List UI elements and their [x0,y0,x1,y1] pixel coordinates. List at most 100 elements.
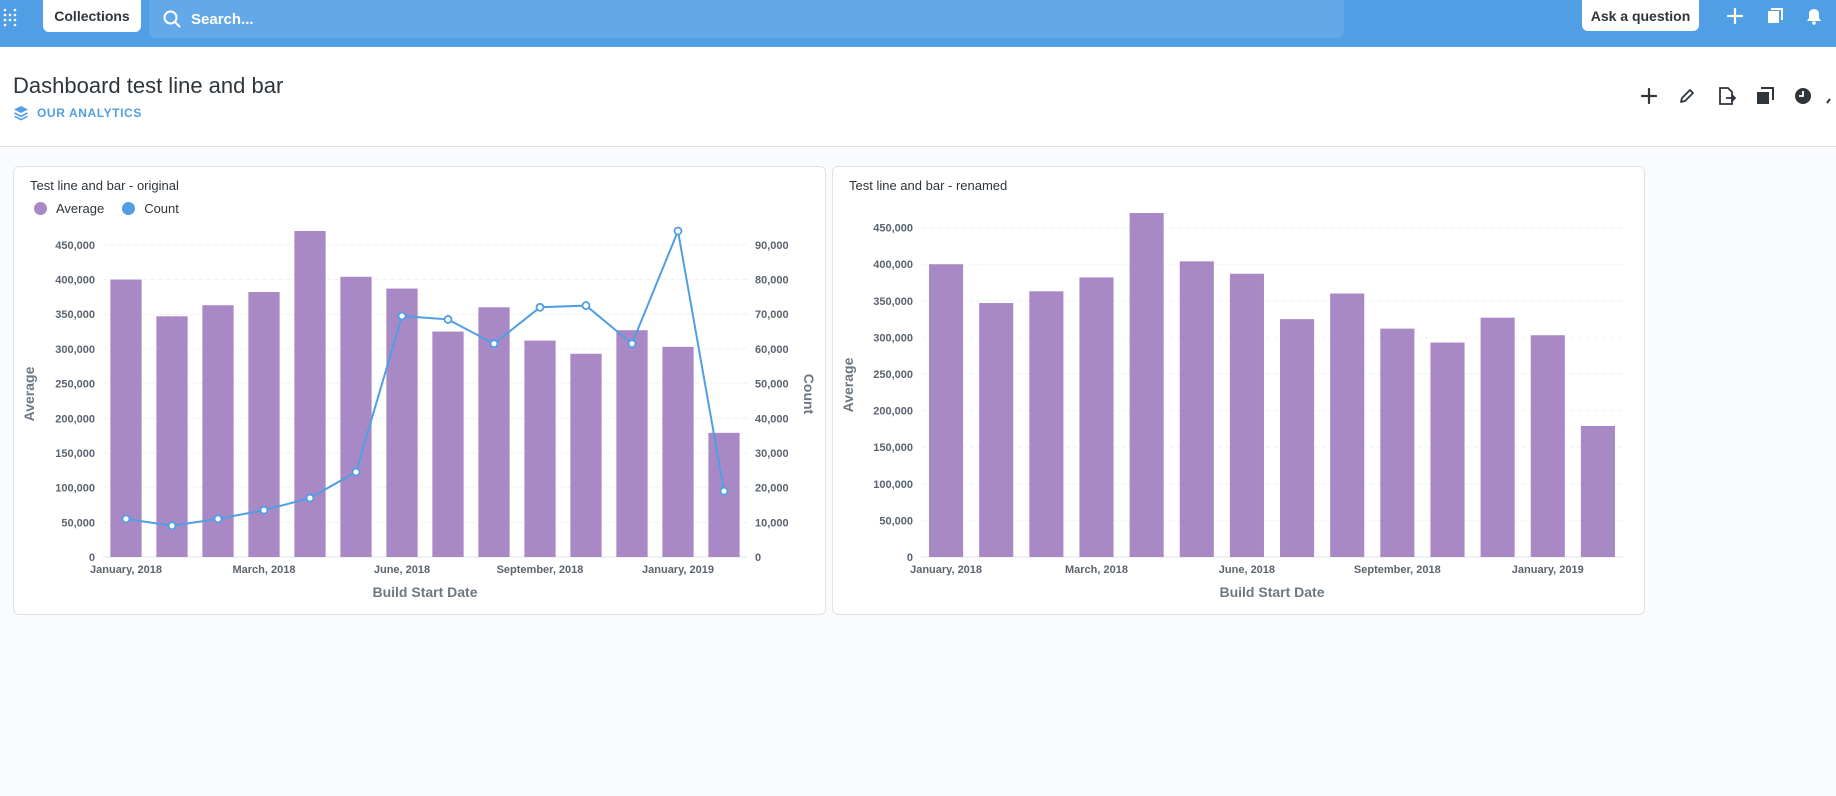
dashcard-renamed[interactable]: Test line and bar - renamed 0 50,000 100,0… [832,166,1645,615]
combo-chart: 0 50,000 100,000 150,000 200,000 250,000 300,0… [21,226,817,600]
x-tick-label: January, 2018 [90,564,162,576]
dashboard-header: Dashboard test line and bar OUR ANALYTIC… [0,47,1836,147]
card-title[interactable]: Test line and bar - renamed [849,178,1008,193]
y2-tick-label: 60,000 [755,344,789,356]
bar [340,276,372,557]
y-tick-label: 300,000 [55,344,95,356]
bar [1179,261,1214,557]
y2-tick-label: 40,000 [755,413,789,425]
top-nav: Collections Ask a question [0,0,1836,47]
count-line [125,227,725,527]
legend-label: Average [56,201,105,216]
bar [1430,342,1465,557]
y2-tick-label: 90,000 [755,240,789,252]
move-document-icon[interactable] [1714,84,1738,108]
x-tick-label: March, 2018 [1065,564,1128,576]
collections-button[interactable]: Collections [43,0,141,32]
x-axis-title: Build Start Date [372,584,477,600]
line-point [673,226,683,236]
notifications-bell-icon[interactable] [1803,5,1825,27]
bar [478,307,510,557]
bar [570,353,602,557]
y2-tick-label: 50,000 [755,379,789,391]
chart-legend: Average Count [34,201,197,216]
y2-tick-label: 20,000 [755,483,789,495]
line-point [627,339,637,349]
add-icon[interactable] [1724,5,1746,27]
y-tick-label: 150,000 [873,442,913,454]
x-tick-label: January, 2019 [1512,564,1584,576]
y2-tick-label: 10,000 [755,517,789,529]
search-icon [163,10,181,28]
y-tick-label: 200,000 [873,406,913,418]
y-tick-label: 0 [89,552,95,564]
duplicate-icon[interactable] [1753,84,1777,108]
y-tick-label: 0 [907,552,913,564]
bar [1079,277,1114,557]
x-tick-label: March, 2018 [233,564,296,576]
y2-tick-label: 30,000 [755,448,789,460]
metabase-logo-icon[interactable] [2,6,18,32]
legend-item-average[interactable]: Average [34,201,104,216]
edit-pencil-icon[interactable] [1675,84,1699,108]
y-tick-label: 300,000 [873,332,913,344]
search-bar[interactable] [149,0,1344,38]
line-point [581,301,591,310]
browse-data-icon[interactable] [1764,5,1786,27]
line-point [719,486,729,496]
line-point [489,339,499,349]
bar [1330,293,1365,557]
x-tick-label: September, 2018 [497,564,584,576]
y2-tick-label: 70,000 [755,309,789,321]
line-point [213,514,223,524]
y-tick-label: 250,000 [873,369,913,381]
x-tick-label: January, 2018 [910,564,982,576]
revision-history-clock-icon[interactable] [1791,84,1815,108]
y-tick-label: 400,000 [55,275,95,287]
collection-name[interactable]: OUR ANALYTICS [37,106,142,120]
collection-breadcrumb[interactable]: OUR ANALYTICS [13,105,142,121]
bar [432,331,464,557]
fullscreen-icon[interactable] [1826,84,1836,108]
bar-chart: 0 50,000 100,000 150,000 200,000 250,000 300,0… [840,213,1623,600]
bar [979,303,1014,557]
y-tick-label: 100,000 [873,479,913,491]
y-axis-title: Average [840,357,856,412]
y-tick-label: 200,000 [55,413,95,425]
dashboard-title[interactable]: Dashboard test line and bar [13,73,284,98]
line-point [351,467,361,477]
dashcard-original[interactable]: Test line and bar - original Average Cou… [13,166,826,615]
bar [1280,319,1315,557]
bar [386,288,418,557]
x-axis-title: Build Start Date [1219,584,1324,600]
y-tick-label: 100,000 [55,483,95,495]
y-axis-title: Average [21,366,37,421]
x-tick-label: September, 2018 [1354,564,1441,576]
search-input[interactable] [191,10,1091,28]
bar [1380,328,1415,557]
y-tick-label: 50,000 [61,517,95,529]
ask-question-button[interactable]: Ask a question [1582,0,1699,31]
bar [1229,273,1264,557]
y-tick-label: 150,000 [55,448,95,460]
collection-layers-icon [14,106,28,121]
legend-item-count[interactable]: Count [122,201,179,216]
y2-tick-label: 0 [755,552,761,564]
x-tick-label: January, 2019 [642,564,714,576]
legend-dot [34,202,47,215]
bar [1029,291,1064,557]
card-title[interactable]: Test line and bar - original [30,178,179,193]
bar [294,231,326,557]
line-point [443,315,453,324]
y-tick-label: 350,000 [873,296,913,308]
line-point [535,302,545,312]
bar [929,264,964,557]
bar [662,346,694,557]
line-point [397,311,407,321]
y-tick-label: 450,000 [55,240,95,252]
y-tick-label: 350,000 [55,309,95,321]
y-tick-label: 400,000 [873,259,913,271]
add-card-icon[interactable] [1637,84,1661,108]
line-point [305,493,315,503]
bar [524,340,556,557]
